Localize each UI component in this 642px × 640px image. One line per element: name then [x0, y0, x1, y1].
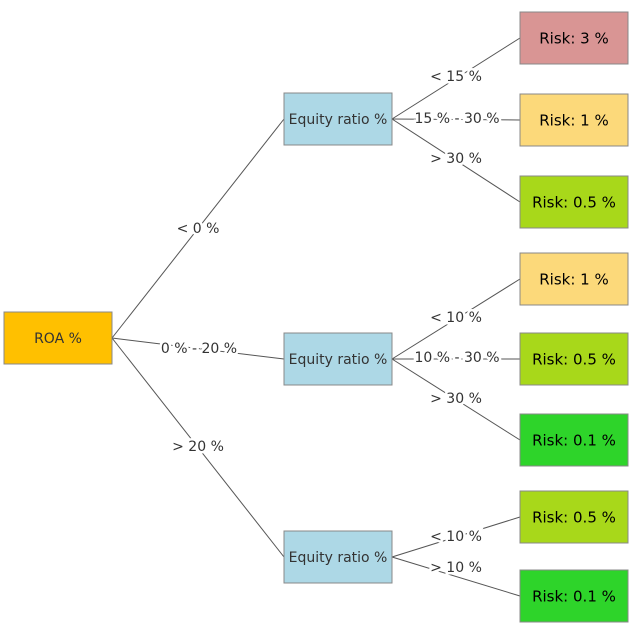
node-label: Risk: 0.1 %: [532, 432, 616, 450]
node-label: Risk: 0.5 %: [532, 509, 616, 527]
node-label: Risk: 1 %: [539, 271, 608, 289]
edge-label: < 10 %: [430, 310, 482, 326]
node-label: Equity ratio %: [289, 112, 388, 128]
edge-label: < 0 %: [177, 221, 220, 237]
connector: [391, 516, 521, 558]
edge-label: 0 % - 20 %: [161, 341, 237, 357]
edge-label: 10 % - 30 %: [414, 350, 499, 366]
connector: [391, 278, 521, 360]
connector: [111, 118, 285, 339]
connector: [391, 118, 521, 203]
node-label: Risk: 0.5 %: [532, 194, 616, 212]
edge-label: > 20 %: [172, 439, 224, 455]
edge-label: > 10 %: [430, 560, 482, 576]
leaf-node: [519, 11, 629, 65]
connector: [111, 337, 285, 558]
edge-label: > 30 %: [430, 391, 482, 407]
leaf-node: [519, 175, 629, 229]
node-label: Risk: 0.5 %: [532, 351, 616, 369]
edge-label: < 15 %: [430, 69, 482, 85]
leaf-node: [519, 332, 629, 386]
leaf-node: [519, 93, 629, 147]
connector: [391, 37, 521, 120]
edge-label: > 30 %: [430, 151, 482, 167]
connector: [391, 118, 521, 121]
node-label: Equity ratio %: [289, 352, 388, 368]
leaf-node: [519, 569, 629, 623]
edge-label: 15 % - 30 %: [414, 111, 499, 127]
leaf-node: [519, 413, 629, 467]
root-node: [3, 311, 113, 365]
edge-label: < 10 %: [430, 529, 482, 545]
connector: [391, 556, 521, 597]
leaf-node: [519, 252, 629, 306]
decision-node: [283, 92, 393, 146]
decision-node: [283, 530, 393, 584]
node-label: Risk: 0.1 %: [532, 588, 616, 606]
connector: [111, 337, 285, 360]
connector: [391, 358, 521, 441]
node-label: Equity ratio %: [289, 550, 388, 566]
leaf-node: [519, 490, 629, 544]
node-label: Risk: 1 %: [539, 112, 608, 130]
decision-node: [283, 332, 393, 386]
node-label: Risk: 3 %: [539, 30, 608, 48]
node-label: ROA %: [34, 331, 82, 347]
